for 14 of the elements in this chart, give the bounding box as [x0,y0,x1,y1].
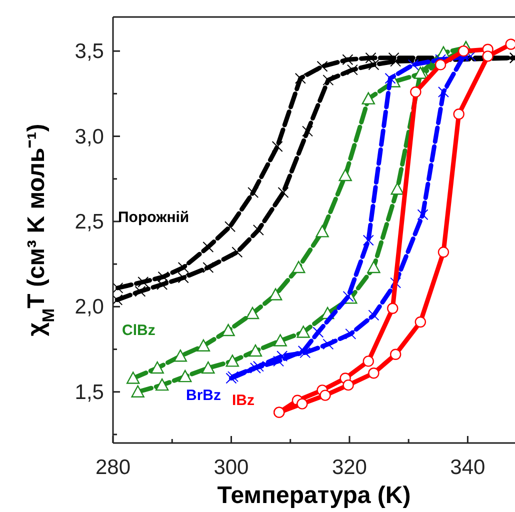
x-tick-label: 340 [450,456,486,479]
y-tick-label: 1,5 [74,380,104,404]
x-tick-label: 300 [214,456,249,479]
y-tick-label: 3,0 [74,125,104,148]
series-label: ClBz [122,322,156,339]
series-label: IBz [232,392,254,409]
series-label: BrBz [186,387,222,404]
x-tick-label: 280 [95,456,131,479]
x-axis-title: Температура (K) [217,482,411,509]
y-tick-label: 2,5 [74,210,104,234]
y-tick-label: 2,0 [74,296,104,319]
text: Порожній [118,209,190,226]
x-tick-label: 320 [332,456,367,479]
y-tick-label: 3,5 [74,40,104,64]
